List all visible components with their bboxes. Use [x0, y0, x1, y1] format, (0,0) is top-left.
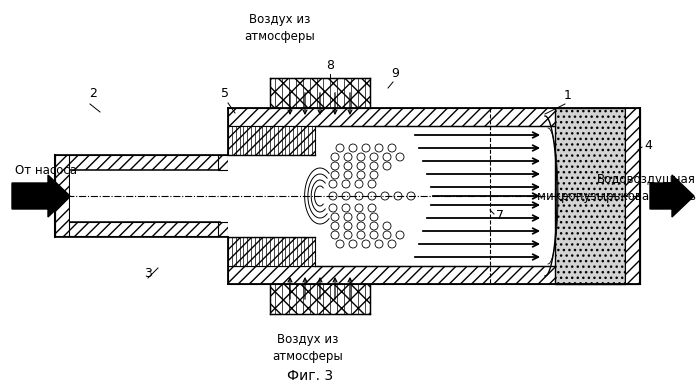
Text: Воздух из
атмосферы: Воздух из атмосферы — [273, 333, 343, 363]
Text: 7: 7 — [496, 209, 504, 221]
Text: 9: 9 — [391, 67, 399, 80]
Polygon shape — [228, 126, 315, 155]
Polygon shape — [228, 237, 315, 266]
Bar — [55, 155, 69, 236]
Bar — [55, 155, 220, 170]
Text: 5: 5 — [221, 87, 229, 100]
Bar — [228, 108, 638, 126]
Text: От насоса: От насоса — [15, 163, 77, 176]
Bar — [270, 78, 370, 108]
Text: Фиг. 3: Фиг. 3 — [287, 369, 333, 383]
Text: 3: 3 — [144, 267, 152, 280]
Bar — [228, 155, 315, 237]
Bar — [218, 222, 228, 236]
Text: 2: 2 — [89, 87, 97, 100]
Text: 1: 1 — [564, 89, 572, 102]
Bar — [55, 222, 220, 236]
Bar — [270, 284, 370, 314]
Bar — [228, 266, 638, 284]
Bar — [70, 170, 220, 222]
Text: 8: 8 — [326, 59, 334, 72]
Bar — [625, 108, 640, 284]
FancyArrow shape — [650, 175, 694, 217]
Text: Водовоздушная
микропузырьковая смесь: Водовоздушная микропузырьковая смесь — [537, 173, 696, 203]
Text: 4: 4 — [644, 138, 652, 151]
Bar — [228, 126, 578, 266]
Bar — [555, 108, 625, 284]
Text: Воздух из
атмосферы: Воздух из атмосферы — [245, 13, 315, 43]
Bar — [218, 155, 228, 170]
FancyArrow shape — [12, 175, 70, 217]
